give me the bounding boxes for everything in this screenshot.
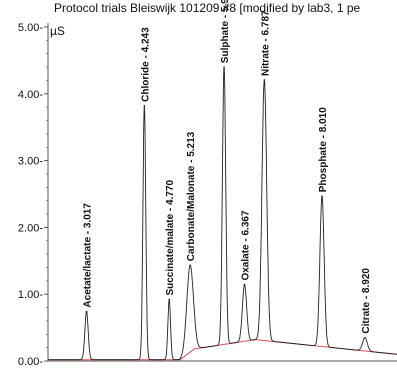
peak-label: Phosphate - 8.010	[318, 107, 329, 192]
y-tick-label: 1.00-	[18, 289, 43, 301]
peak-apex-marker	[223, 66, 225, 69]
peak-label: Oxalate - 6.367	[241, 210, 252, 280]
peak-apex-marker	[364, 336, 366, 339]
peak-label: Nitrate - 6.787	[260, 10, 271, 76]
y-axis-unit: µS	[50, 24, 65, 38]
peak-label: Sulphate - 5.933	[220, 0, 231, 63]
y-tick-label: 2.00-	[18, 222, 43, 234]
peak-apex-marker	[243, 283, 246, 286]
peak-apex-marker	[143, 105, 146, 107]
y-tick-label: 4.00-	[18, 89, 43, 101]
peak-label: Acetate/lactate - 3.017	[83, 203, 94, 308]
peak-label: Carbonate/Malonate - 5.213	[186, 131, 197, 261]
y-tick-label: 5.00-	[18, 22, 43, 34]
y-tick-label: 3.00-	[18, 156, 43, 168]
chart-title: Protocol trials Bleiswijk 101209 #8 [mod…	[54, 1, 361, 15]
peak-apex-marker	[321, 195, 323, 198]
y-tick-label: 0.00-	[18, 356, 43, 368]
integration-baseline	[48, 339, 397, 361]
peak-apex-marker	[168, 298, 171, 301]
chromatogram-trace	[48, 67, 397, 361]
peak-label: Chloride - 4.243	[140, 27, 151, 102]
peak-label: Citrate - 8.920	[361, 268, 372, 334]
peak-apex-marker	[263, 79, 266, 81]
peak-label: Succinate/malate - 4.770	[165, 179, 176, 295]
peak-apex-marker	[189, 264, 191, 267]
peak-apex-marker	[85, 310, 88, 313]
